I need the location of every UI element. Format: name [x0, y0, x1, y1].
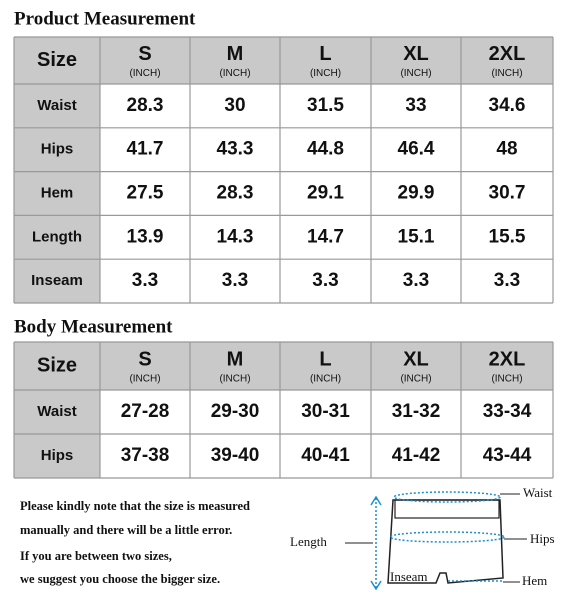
cell-value: 48: [496, 139, 517, 160]
cell-value: 31-32: [392, 401, 441, 422]
cell-value: 44.8: [307, 139, 344, 160]
waist-guide: [393, 491, 501, 503]
size-unit: (INCH): [491, 374, 522, 385]
header-bg: [14, 37, 553, 84]
cell-value: 14.7: [307, 226, 344, 247]
cell-value: 34.6: [489, 95, 526, 116]
cell-value: 30.7: [489, 183, 526, 204]
waistband: [394, 499, 500, 519]
row-label: Hips: [41, 141, 74, 158]
diagram-label: Hips: [530, 531, 555, 546]
cell-value: 3.3: [222, 270, 248, 291]
label-col-bg: [14, 342, 100, 478]
cell-value: 29.9: [398, 183, 435, 204]
row-label: Hem: [41, 184, 74, 201]
cell-value: 37-38: [121, 445, 170, 466]
diagram-label: Length: [290, 534, 327, 549]
size-name: M: [227, 43, 244, 65]
header-label: Size: [37, 49, 77, 71]
cell-value: 3.3: [312, 270, 338, 291]
cell-value: 41.7: [127, 139, 164, 160]
cell-value: 14.3: [217, 226, 254, 247]
size-unit: (INCH): [400, 374, 431, 385]
diagram-label: Inseam: [390, 569, 428, 584]
cell-value: 3.3: [494, 270, 520, 291]
size-unit: (INCH): [219, 374, 250, 385]
size-unit: (INCH): [400, 68, 431, 79]
size-name: S: [138, 43, 151, 65]
cell-value: 46.4: [398, 139, 435, 160]
size-name: 2XL: [489, 43, 526, 65]
diagram-label: Hem: [522, 573, 547, 588]
size-unit: (INCH): [129, 68, 160, 79]
size-unit: (INCH): [129, 374, 160, 385]
hips-guide: [389, 531, 505, 543]
size-name: L: [319, 348, 331, 370]
cell-value: 40-41: [301, 445, 350, 466]
cell-value: 27-28: [121, 401, 170, 422]
row-label: Inseam: [31, 272, 83, 289]
note-line: Please kindly note that the size is meas…: [20, 499, 250, 513]
cell-value: 39-40: [211, 445, 260, 466]
size-unit: (INCH): [219, 68, 250, 79]
cell-value: 30: [224, 95, 245, 116]
cell-value: 29-30: [211, 401, 260, 422]
cell-value: 13.9: [127, 226, 164, 247]
shorts-diagram: [345, 491, 527, 591]
section-title: Product Measurement: [14, 8, 196, 29]
size-name: XL: [403, 348, 429, 370]
cell-value: 27.5: [127, 183, 164, 204]
size-name: S: [138, 348, 151, 370]
row-label: Waist: [37, 403, 76, 420]
cell-value: 43.3: [217, 139, 254, 160]
size-name: XL: [403, 43, 429, 65]
header-bg: [14, 342, 553, 390]
cell-value: 29.1: [307, 183, 344, 204]
cell-value: 28.3: [217, 183, 254, 204]
cell-value: 31.5: [307, 95, 344, 116]
cell-value: 28.3: [127, 95, 164, 116]
size-unit: (INCH): [310, 374, 341, 385]
row-label: Length: [32, 228, 82, 245]
cell-value: 15.5: [489, 226, 526, 247]
cell-value: 41-42: [392, 445, 441, 466]
size-name: 2XL: [489, 348, 526, 370]
diagram-label: Waist: [523, 485, 553, 500]
label-col-bg: [14, 37, 100, 303]
cell-value: 30-31: [301, 401, 350, 422]
note-line: If you are between two sizes,: [20, 549, 172, 563]
cell-value: 33: [405, 95, 426, 116]
length-arrows: [370, 495, 382, 591]
cell-value: 15.1: [398, 226, 435, 247]
size-name: L: [319, 43, 331, 65]
note-line: manually and there will be a little erro…: [20, 523, 232, 537]
section-title: Body Measurement: [14, 316, 173, 337]
header-label: Size: [37, 354, 77, 376]
row-label: Hips: [41, 447, 74, 464]
cell-value: 33-34: [483, 401, 532, 422]
size-unit: (INCH): [310, 68, 341, 79]
shorts-outline: [387, 499, 504, 584]
cell-value: 43-44: [483, 445, 532, 466]
cell-value: 3.3: [132, 270, 158, 291]
size-name: M: [227, 348, 244, 370]
cell-value: 3.3: [403, 270, 429, 291]
row-label: Waist: [37, 97, 76, 114]
note-line: we suggest you choose the bigger size.: [20, 572, 220, 586]
size-unit: (INCH): [491, 68, 522, 79]
